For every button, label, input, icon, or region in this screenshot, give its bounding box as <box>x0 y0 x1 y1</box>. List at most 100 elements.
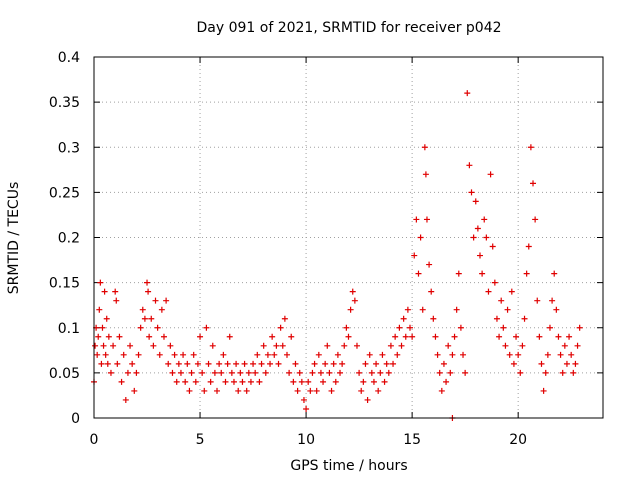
data-point <box>532 216 539 223</box>
y-tick-label: 0.25 <box>49 185 80 201</box>
data-point <box>396 324 403 331</box>
data-point <box>241 360 248 367</box>
y-tick-label: 0.05 <box>49 366 80 382</box>
x-tick-label: 5 <box>196 432 205 448</box>
data-point <box>402 333 409 340</box>
data-point <box>184 360 191 367</box>
data-points <box>91 90 583 421</box>
data-point <box>517 369 524 376</box>
data-point <box>199 369 206 376</box>
data-point <box>96 306 103 313</box>
data-point <box>254 351 261 358</box>
data-point <box>129 360 136 367</box>
data-point <box>286 369 293 376</box>
data-point <box>320 378 327 385</box>
data-point <box>455 270 462 277</box>
data-point <box>474 225 481 232</box>
data-point <box>394 351 401 358</box>
data-point <box>235 387 242 394</box>
data-point <box>572 360 579 367</box>
data-point <box>94 351 101 358</box>
data-point <box>307 387 314 394</box>
data-point <box>313 387 320 394</box>
data-point <box>568 351 575 358</box>
x-tick-label: 20 <box>509 432 527 448</box>
data-point <box>277 324 284 331</box>
data-point <box>426 261 433 268</box>
data-point <box>447 369 454 376</box>
data-point <box>309 369 316 376</box>
data-point <box>173 378 180 385</box>
data-point <box>332 378 339 385</box>
data-point <box>101 288 108 295</box>
data-point <box>536 333 543 340</box>
data-point <box>311 360 318 367</box>
data-point <box>364 396 371 403</box>
data-point <box>460 351 467 358</box>
data-point <box>563 360 570 367</box>
data-point <box>515 351 522 358</box>
data-point <box>205 360 212 367</box>
data-point <box>216 360 223 367</box>
data-point <box>449 351 456 358</box>
data-point <box>421 144 428 151</box>
data-point <box>124 369 131 376</box>
data-point <box>298 378 305 385</box>
data-point <box>146 333 153 340</box>
data-point <box>557 351 564 358</box>
data-point <box>493 315 500 322</box>
data-point <box>510 360 517 367</box>
data-point <box>576 324 583 331</box>
data-point <box>102 351 109 358</box>
data-point <box>160 333 167 340</box>
data-point <box>534 297 541 304</box>
data-point <box>468 189 475 196</box>
data-point <box>457 324 464 331</box>
y-tick-label: 0.3 <box>58 140 80 156</box>
data-point <box>351 297 358 304</box>
data-point <box>220 351 227 358</box>
data-point <box>218 369 225 376</box>
data-point <box>341 342 348 349</box>
data-point <box>100 342 107 349</box>
data-point <box>368 369 375 376</box>
data-point <box>139 306 146 313</box>
data-point <box>362 360 369 367</box>
data-point <box>186 387 193 394</box>
data-point <box>294 387 301 394</box>
data-point <box>375 387 382 394</box>
data-point <box>339 360 346 367</box>
data-point <box>561 342 568 349</box>
data-point <box>192 378 199 385</box>
data-point <box>260 342 267 349</box>
data-point <box>116 333 123 340</box>
data-point <box>175 360 182 367</box>
x-tick-label: 15 <box>403 432 421 448</box>
y-tick-label: 0 <box>71 411 80 427</box>
data-point <box>462 369 469 376</box>
data-point <box>239 378 246 385</box>
data-point <box>103 315 110 322</box>
data-point <box>105 333 112 340</box>
data-point <box>110 342 117 349</box>
data-point <box>409 333 416 340</box>
data-point <box>197 333 204 340</box>
data-point <box>303 405 310 412</box>
data-point <box>326 369 333 376</box>
data-point <box>165 360 172 367</box>
data-point <box>264 351 271 358</box>
data-point <box>279 342 286 349</box>
data-point <box>209 342 216 349</box>
data-point <box>267 360 274 367</box>
data-point <box>97 279 104 286</box>
data-point <box>553 306 560 313</box>
data-point <box>500 324 507 331</box>
data-point <box>504 306 511 313</box>
data-point <box>343 324 350 331</box>
data-point <box>337 369 344 376</box>
tick-labels: 0 5 10 15 20 0 0.05 0.1 0.15 0.2 0.25 0.3 0.35 0.4 <box>49 50 527 448</box>
data-point <box>158 306 165 313</box>
data-point <box>92 342 99 349</box>
data-point <box>513 333 520 340</box>
data-point <box>438 387 445 394</box>
